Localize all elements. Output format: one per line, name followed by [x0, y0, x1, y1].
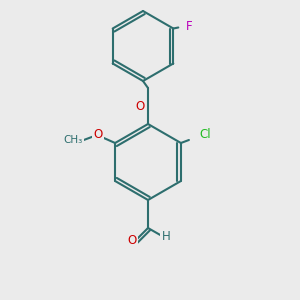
Text: O: O	[94, 128, 103, 140]
Text: O: O	[128, 235, 136, 248]
Text: F: F	[186, 20, 193, 33]
Text: O: O	[135, 100, 145, 112]
Text: CH₃: CH₃	[64, 135, 83, 145]
Text: H: H	[162, 230, 170, 244]
Text: Cl: Cl	[199, 128, 211, 142]
